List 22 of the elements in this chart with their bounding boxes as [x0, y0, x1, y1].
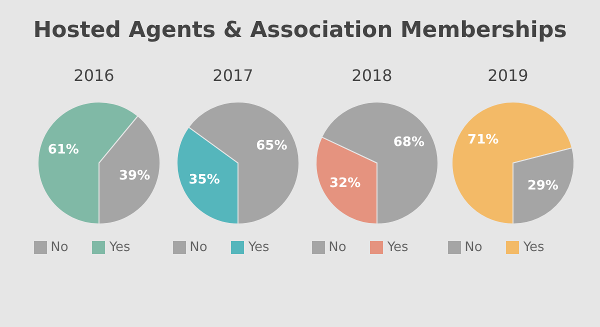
legend-label: Yes — [248, 240, 270, 255]
chart-subtitle: 2019 — [486, 66, 530, 87]
data-label: 71% — [468, 132, 499, 148]
data-label: 68% — [393, 135, 424, 150]
data-label: 61% — [48, 142, 79, 158]
legend-label: Yes — [387, 240, 408, 255]
chart-subtitle: 2018 — [350, 66, 394, 87]
pie-slice — [452, 102, 573, 224]
legend-label: No — [464, 240, 482, 255]
legend-label: Yes — [523, 240, 544, 255]
chart-subtitle: 2017 — [212, 66, 254, 87]
chart-subtitle: 2016 — [72, 66, 116, 87]
legend-label: Yes — [109, 240, 130, 255]
data-label: 65% — [256, 138, 288, 154]
data-label: 35% — [188, 172, 220, 188]
legend-label: No — [50, 240, 68, 255]
text: Hosted Agents & Association Memberships — [32, 18, 568, 43]
data-label: 32% — [330, 176, 361, 191]
legend-label: No — [328, 240, 346, 255]
data-label: 29% — [527, 178, 558, 194]
data-label: 39% — [119, 168, 150, 184]
legend-label: No — [190, 240, 208, 255]
